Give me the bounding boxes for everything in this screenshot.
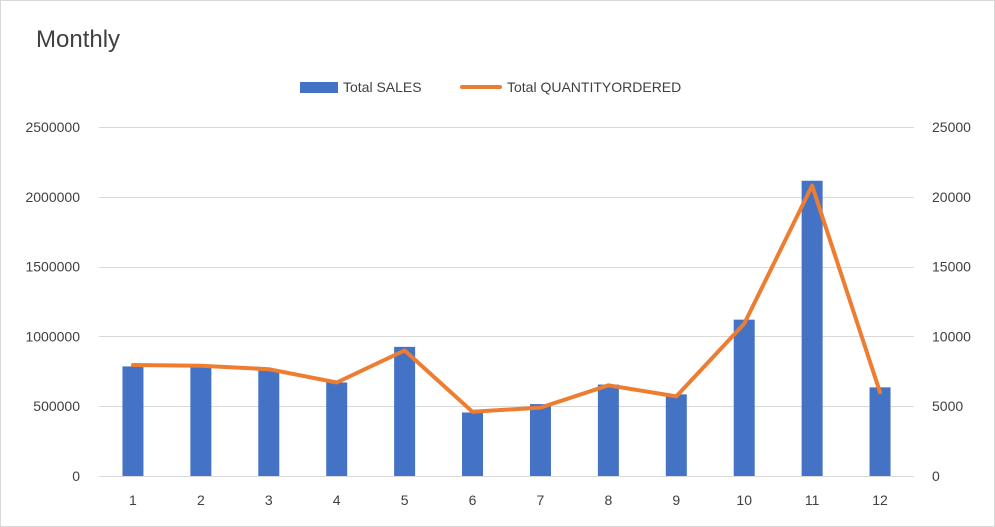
x-axis-tick-label: 9 <box>672 492 680 508</box>
x-axis-tick-label: 10 <box>736 492 752 508</box>
sales-bar <box>394 346 416 476</box>
left-axis-tick-label: 1500000 <box>25 259 80 275</box>
sales-bar <box>122 366 144 476</box>
x-axis-tick-label: 7 <box>537 492 545 508</box>
right-axis-tick-label: 25000 <box>932 119 971 135</box>
x-axis-tick-label: 11 <box>805 492 820 508</box>
x-axis-ticks: 1 2 3 4 5 6 7 8 9 10 11 12 <box>129 492 888 508</box>
sales-bar <box>190 365 212 476</box>
left-axis-tick-label: 2500000 <box>25 119 80 135</box>
sales-bar <box>733 319 755 476</box>
x-axis-tick-label: 6 <box>469 492 477 508</box>
legend-label-sales: Total SALES <box>343 79 422 95</box>
quantity-line <box>131 183 882 414</box>
left-axis-tick-label: 1000000 <box>25 328 80 344</box>
gridlines <box>99 127 914 477</box>
x-axis-tick-label: 3 <box>265 492 273 508</box>
x-axis-tick-label: 4 <box>333 492 341 508</box>
left-axis-tick-label: 0 <box>72 468 80 484</box>
x-axis-tick-label: 1 <box>129 492 137 508</box>
right-axis-tick-label: 10000 <box>932 328 971 344</box>
right-axis-tick-label: 0 <box>932 468 940 484</box>
quantity-series-line <box>131 183 882 414</box>
sales-bar <box>801 180 823 476</box>
right-axis-tick-label: 15000 <box>932 259 971 275</box>
sales-bar <box>462 412 484 476</box>
x-axis-tick-label: 12 <box>872 492 888 508</box>
left-axis-tick-label: 2000000 <box>25 189 80 205</box>
sales-bar <box>597 384 619 476</box>
sales-bars <box>122 180 891 476</box>
sales-bar <box>326 382 348 476</box>
legend-label-quantity: Total QUANTITYORDERED <box>507 79 681 95</box>
left-axis-ticks: 0 500000 1000000 1500000 2000000 2500000 <box>25 119 80 484</box>
right-axis-tick-label: 20000 <box>932 189 971 205</box>
x-axis-tick-label: 5 <box>401 492 409 508</box>
right-axis-ticks: 0 5000 10000 15000 20000 25000 <box>932 119 971 484</box>
sales-bar <box>258 370 280 476</box>
chart-title: Monthly <box>36 26 120 53</box>
x-axis-tick-label: 8 <box>604 492 612 508</box>
right-axis-tick-label: 5000 <box>932 398 963 414</box>
left-axis-tick-label: 500000 <box>33 398 80 414</box>
sales-bar <box>869 387 891 476</box>
legend-swatch-sales <box>300 82 338 93</box>
x-axis-tick-label: 2 <box>197 492 205 508</box>
legend: Total SALES Total QUANTITYORDERED <box>300 79 681 95</box>
sales-bar <box>665 394 687 476</box>
sales-bar <box>529 404 551 476</box>
